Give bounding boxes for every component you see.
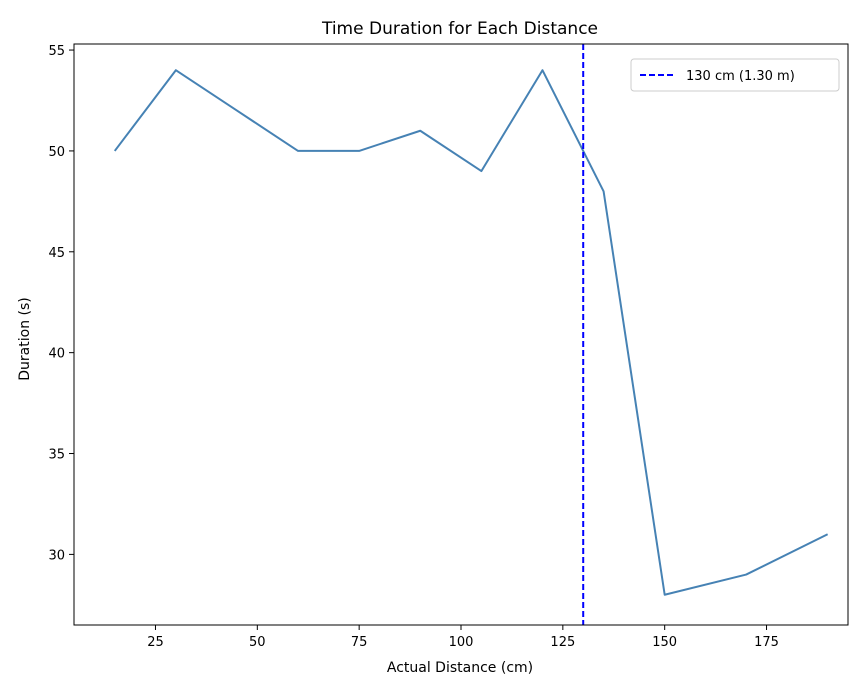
x-tick-label: 25	[147, 635, 164, 650]
y-tick-label: 50	[48, 145, 65, 160]
legend-label-vline: 130 cm (1.30 m)	[686, 69, 795, 84]
y-tick-label: 45	[48, 246, 65, 261]
x-tick-label: 175	[754, 635, 779, 650]
legend: 130 cm (1.30 m)	[630, 58, 840, 92]
y-tick-label: 30	[48, 548, 65, 563]
series-line-0	[113, 69, 829, 596]
x-tick-label: 100	[449, 635, 474, 650]
y-axis-label: Duration (s)	[17, 297, 33, 380]
x-tick-label: 125	[550, 635, 575, 650]
chart-title: Time Duration for Each Distance	[321, 19, 598, 39]
plot-frame	[73, 43, 849, 626]
y-tick-label: 35	[48, 448, 65, 463]
y-tick-label: 40	[48, 347, 65, 362]
axes-ticks: 25 50 75 100 125 150 175 30 35 40 45 50 55	[48, 44, 778, 650]
x-tick-label: 150	[652, 635, 677, 650]
x-tick-label: 75	[351, 635, 368, 650]
legend-box	[630, 58, 840, 92]
x-tick-label: 50	[249, 635, 266, 650]
plot-content	[113, 44, 829, 625]
x-axis-label: Actual Distance (cm)	[387, 660, 533, 676]
y-tick-label: 55	[48, 44, 65, 59]
